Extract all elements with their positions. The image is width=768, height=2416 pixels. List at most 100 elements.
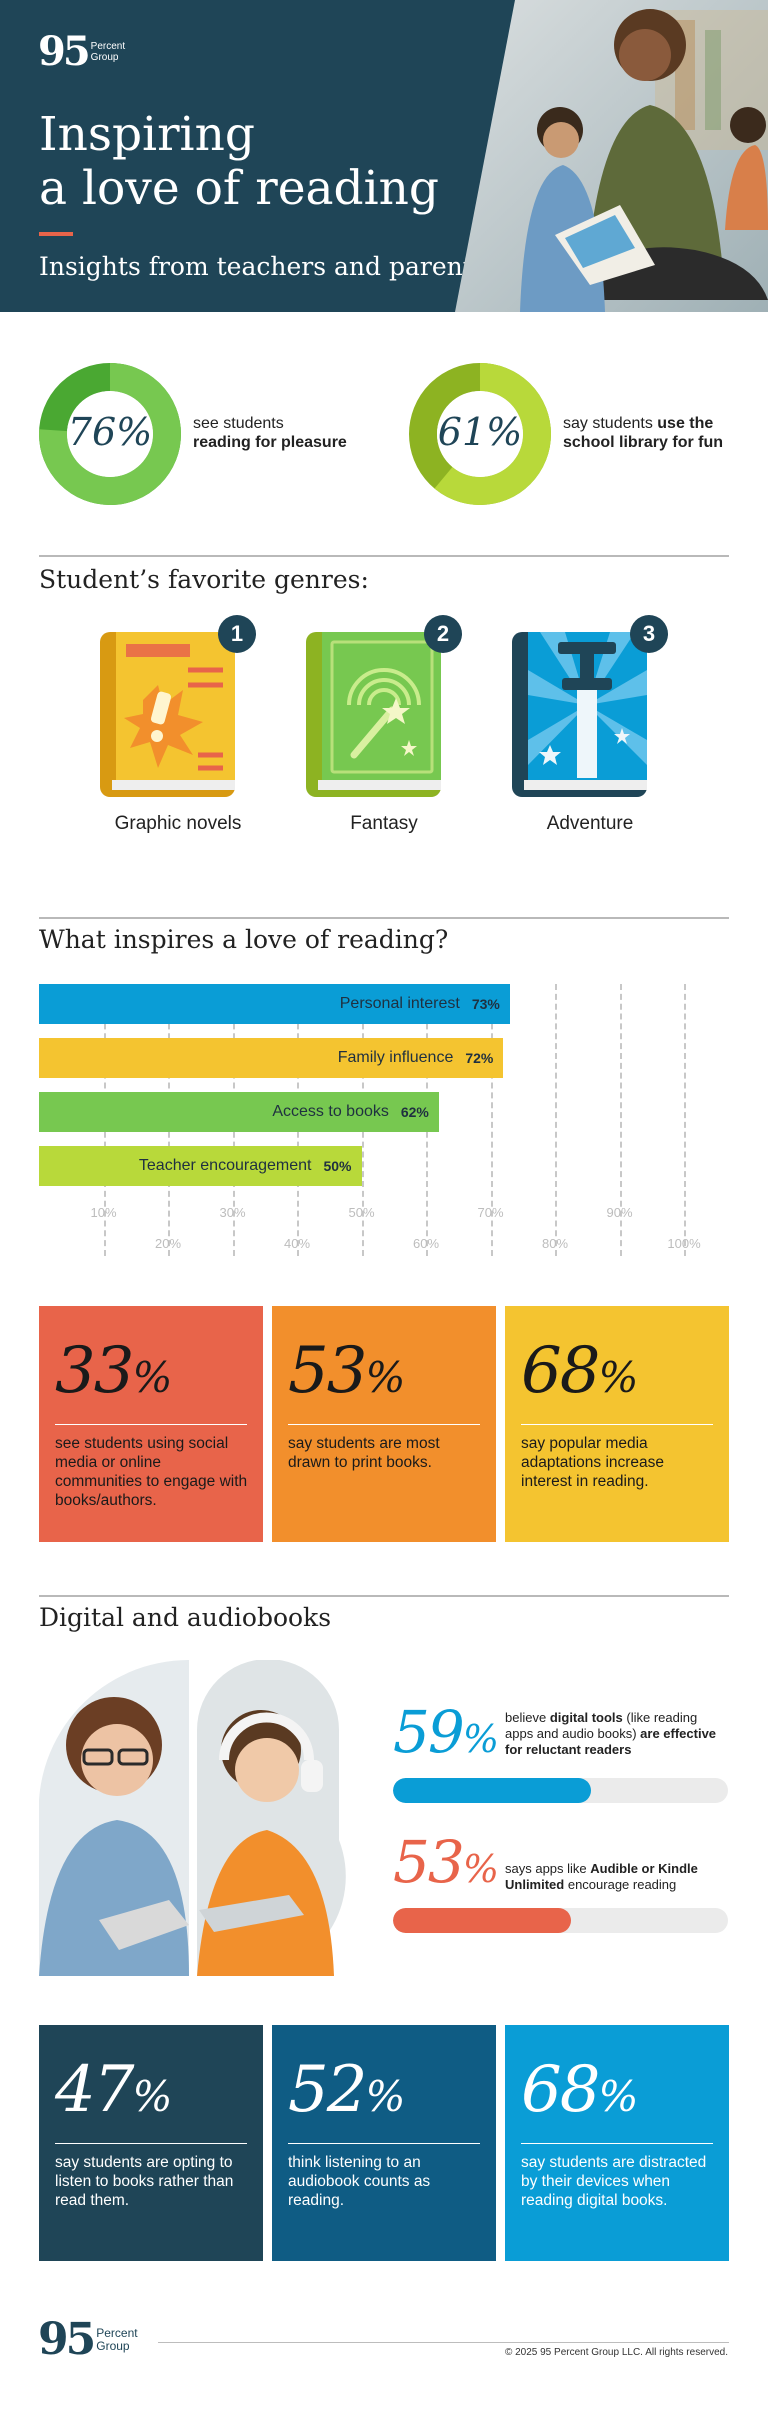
adventure-sword-book-icon bbox=[512, 632, 647, 797]
percent-sign: % bbox=[598, 1353, 638, 1402]
percent-sign: % bbox=[365, 1353, 405, 1402]
stat-card-value: 52% bbox=[288, 2053, 405, 2127]
stat-card-rule bbox=[288, 1424, 480, 1425]
copyright-notice: © 2025 95 Percent Group LLC. All rights … bbox=[504, 2347, 728, 2358]
hero-banner: 95 Percent Group Inspiring a love of rea… bbox=[0, 0, 768, 312]
bar-label: Access to books bbox=[272, 1103, 389, 1120]
logo-wordmark: Percent Group bbox=[91, 41, 125, 63]
section-divider-inspires bbox=[39, 917, 729, 919]
stat-card-caption: say popular media adaptations increase i… bbox=[521, 1435, 665, 1490]
genres-title: Student’s favorite genres: bbox=[39, 565, 369, 594]
stat-card-number: 47 bbox=[55, 2053, 134, 2127]
tick-label-60: 60% bbox=[412, 1236, 440, 1251]
genre-label-adventure: Adventure bbox=[546, 813, 634, 834]
digital-stat-53: 53% bbox=[393, 1828, 499, 1896]
caption-text: (like reading apps and audio books) bbox=[505, 1710, 698, 1741]
bar-value: 62% bbox=[400, 1104, 429, 1120]
stat-card-53: 53% say students are most drawn to print … bbox=[272, 1306, 496, 1542]
ring-value-61-number: 61% bbox=[437, 410, 523, 454]
ring-fill-61 bbox=[409, 363, 551, 505]
gridline-90 bbox=[619, 984, 622, 1256]
stat-card-33: 33% see students using social media or on… bbox=[39, 1306, 263, 1542]
stat-card-value: 68% bbox=[521, 1334, 638, 1408]
stat-card-number: 68 bbox=[521, 1334, 600, 1408]
percent-sign: % bbox=[132, 2072, 172, 2121]
stat-card-52: 52% think listening to an audiobook count… bbox=[272, 2025, 496, 2261]
section-divider-digital bbox=[39, 1595, 729, 1597]
rank-badge-2: 2 bbox=[424, 615, 462, 653]
caption-bold: Audible or Kindle Unlimited bbox=[505, 1861, 698, 1892]
percent-sign: % bbox=[365, 2072, 405, 2121]
caption-text: encourage reading bbox=[564, 1877, 677, 1892]
stat-card-value: 33% bbox=[55, 1334, 172, 1408]
tick-label-90: 90% bbox=[606, 1205, 633, 1220]
bar-label: Family influence bbox=[337, 1049, 454, 1066]
bar-value: 72% bbox=[465, 1050, 494, 1066]
bar-value: 50% bbox=[323, 1158, 352, 1174]
rank-badge-1: 1 bbox=[218, 615, 256, 653]
digital-stat-53-caption: says apps like Audible or Kindle Unlimit… bbox=[505, 1861, 727, 1893]
genre-label-graphic-novels: Graphic novels bbox=[114, 813, 242, 834]
tick-label-80: 80% bbox=[541, 1236, 569, 1251]
progress-fill-59 bbox=[393, 1778, 591, 1803]
footer-logo-wordmark: Percent Group bbox=[96, 2326, 137, 2353]
bar-family-influence: Family influence 72% bbox=[39, 1038, 504, 1078]
progress-fill-53 bbox=[393, 1908, 571, 1933]
ring-caption-1-bold: reading for pleasure bbox=[193, 434, 347, 451]
stat-card-value: 47% bbox=[55, 2053, 172, 2127]
fantasy-wand-book-icon bbox=[306, 632, 441, 797]
stat-card-47: 47% say students are opting to listen to … bbox=[39, 2025, 263, 2261]
tick-label-30: 30% bbox=[219, 1205, 246, 1220]
stat-card-caption: think listening to an audiobook counts a… bbox=[288, 2154, 431, 2209]
ring-chart-school-library bbox=[409, 363, 551, 505]
hero-title-line-1: Inspiring bbox=[39, 107, 255, 162]
stat-card-68: 68% say students are distracted by their … bbox=[505, 2025, 729, 2261]
stat-card-caption: see students using social media or onlin… bbox=[55, 1435, 248, 1509]
percent-sign: % bbox=[462, 1717, 499, 1761]
brand-logo: 95 Percent Group bbox=[38, 28, 125, 75]
bar-label: Personal interest bbox=[339, 995, 460, 1012]
footer-logo-number: 95 bbox=[38, 2314, 96, 2365]
tick-label-70: 70% bbox=[477, 1205, 504, 1220]
bar-personal-interest: Personal interest 73% bbox=[39, 984, 510, 1024]
logo-word-percent: Percent bbox=[90, 40, 126, 52]
stat-card-caption: say students are opting to listen to boo… bbox=[55, 2154, 234, 2209]
ring-caption-2-normal: say students bbox=[563, 415, 653, 432]
footer-rule bbox=[158, 2342, 729, 2343]
percent-sign: % bbox=[132, 1353, 172, 1402]
ring-value-61: 61% bbox=[409, 410, 551, 454]
gridline-100 bbox=[684, 984, 686, 1256]
bar-access-to-books: Access to books 62% bbox=[39, 1092, 439, 1132]
caption-bold: digital tools bbox=[549, 1710, 623, 1725]
stat-card-rule bbox=[55, 2143, 247, 2144]
caption-bold: are effective for reluctant readers bbox=[505, 1726, 717, 1757]
ring-chart-reading-pleasure bbox=[39, 363, 181, 505]
tick-label-20: 20% bbox=[154, 1236, 182, 1251]
progress-track-59 bbox=[393, 1778, 728, 1803]
digital-stat-59-caption: believe digital tools (like reading apps… bbox=[505, 1710, 727, 1758]
footer-brand-logo: 95 Percent Group bbox=[38, 2314, 138, 2365]
tick-label-100: 100% bbox=[667, 1236, 701, 1251]
bar-label: Teacher encouragement bbox=[138, 1157, 312, 1174]
percent-sign: % bbox=[598, 2072, 638, 2121]
caption-text: believe bbox=[505, 1710, 547, 1725]
stat-card-number: 68 bbox=[521, 2053, 600, 2127]
ring-value-76: 76% bbox=[39, 410, 181, 454]
hero-accent-rule bbox=[39, 232, 73, 236]
digital-stat-53-number: 53 bbox=[393, 1828, 465, 1896]
tick-label-50: 50% bbox=[348, 1205, 375, 1220]
ring-fill-76 bbox=[39, 363, 181, 505]
stat-card-rule bbox=[521, 1424, 713, 1425]
tick-label-10: 10% bbox=[90, 1205, 117, 1220]
genre-label-fantasy: Fantasy bbox=[350, 813, 418, 834]
progress-track-53 bbox=[393, 1908, 728, 1933]
stat-card-rule bbox=[55, 1424, 247, 1425]
stat-card-number: 33 bbox=[55, 1334, 134, 1408]
stat-card-caption: say students are most drawn to print boo… bbox=[288, 1435, 440, 1471]
chart-title: What inspires a love of reading? bbox=[39, 925, 449, 954]
section-divider-genres bbox=[39, 555, 729, 557]
stat-card-value: 53% bbox=[288, 1334, 405, 1408]
ring-caption-1-normal: see students bbox=[193, 415, 284, 432]
gridline-80 bbox=[555, 984, 557, 1256]
